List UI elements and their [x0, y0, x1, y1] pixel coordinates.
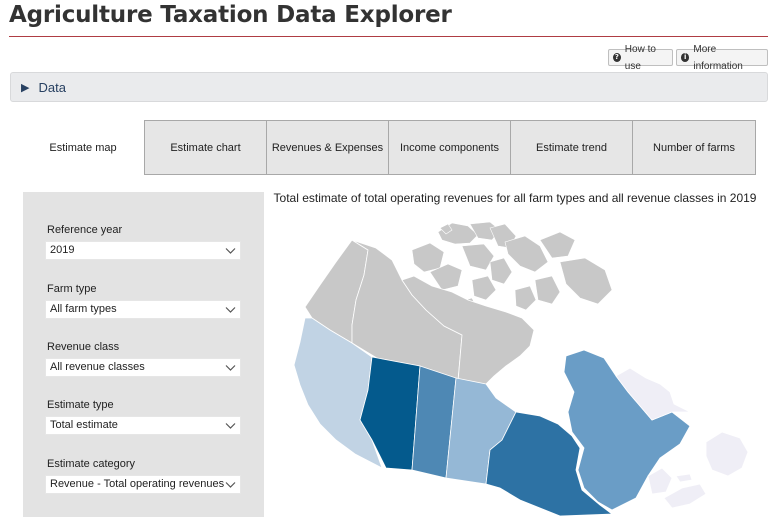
- how-to-use-label: How to use: [624, 43, 656, 72]
- region-new-brunswick[interactable]: [647, 467, 673, 495]
- tab-estimate-chart[interactable]: Estimate chart: [144, 120, 267, 175]
- revenue-class-select[interactable]: All revenue classes: [45, 358, 241, 377]
- data-section-label: Data: [38, 79, 66, 95]
- region-nunavut[interactable]: [401, 275, 535, 385]
- farm-type-label: Farm type: [47, 283, 97, 295]
- arctic-islands[interactable]: [411, 221, 613, 317]
- estimate-type-value: Total estimate: [50, 419, 118, 431]
- tab-revenues-expenses[interactable]: Revenues & Expenses: [266, 120, 389, 175]
- map-title: Total estimate of total operating revenu…: [273, 191, 757, 205]
- info-icon: i: [681, 53, 690, 62]
- region-newfoundland-island[interactable]: [705, 431, 749, 477]
- more-information-label: More information: [693, 43, 743, 72]
- revenue-class-value: All revenue classes: [50, 361, 145, 373]
- region-prince-edward-island[interactable]: [675, 473, 693, 483]
- more-information-button[interactable]: i More information: [676, 44, 768, 72]
- view-tabs: Estimate map Estimate chart Revenues & E…: [22, 120, 756, 175]
- region-nova-scotia[interactable]: [663, 483, 707, 509]
- expand-triangle-icon: ▶: [21, 81, 30, 94]
- reference-year-label: Reference year: [47, 224, 123, 236]
- chevron-down-icon: [225, 248, 236, 254]
- chevron-down-icon: [225, 423, 236, 429]
- question-icon: ?: [613, 53, 621, 62]
- chevron-down-icon: [225, 365, 236, 371]
- chevron-down-icon: [225, 482, 236, 488]
- data-section-toggle[interactable]: ▶ Data: [10, 72, 768, 102]
- page-title: Agriculture Taxation Data Explorer: [9, 2, 452, 28]
- estimate-type-select[interactable]: Total estimate: [45, 416, 241, 435]
- tab-estimate-trend[interactable]: Estimate trend: [510, 120, 633, 175]
- revenue-class-label: Revenue class: [47, 341, 120, 353]
- hudson-bay: [486, 352, 574, 424]
- title-divider: [9, 36, 768, 37]
- chevron-down-icon: [225, 307, 236, 313]
- estimate-type-label: Estimate type: [47, 399, 114, 411]
- tab-estimate-map[interactable]: Estimate map: [22, 120, 144, 175]
- how-to-use-button[interactable]: ? How to use: [608, 44, 673, 72]
- reference-year-select[interactable]: 2019: [45, 241, 241, 260]
- tab-number-of-farms[interactable]: Number of farms: [632, 120, 756, 175]
- region-newfoundland-labrador[interactable]: [615, 367, 691, 421]
- reference-year-value: 2019: [50, 244, 75, 256]
- tab-income-components[interactable]: Income components: [388, 120, 511, 175]
- estimate-category-select[interactable]: Revenue - Total operating revenues: [45, 475, 241, 494]
- region-ontario[interactable]: [485, 411, 614, 517]
- estimate-category-value: Revenue - Total operating revenues: [50, 478, 225, 490]
- filter-panel: Reference year 2019 Farm type All farm t…: [23, 192, 264, 517]
- region-british-columbia[interactable]: [293, 317, 383, 469]
- farm-type-value: All farm types: [50, 303, 117, 315]
- farm-type-select[interactable]: All farm types: [45, 300, 241, 319]
- estimate-category-label: Estimate category: [47, 458, 136, 470]
